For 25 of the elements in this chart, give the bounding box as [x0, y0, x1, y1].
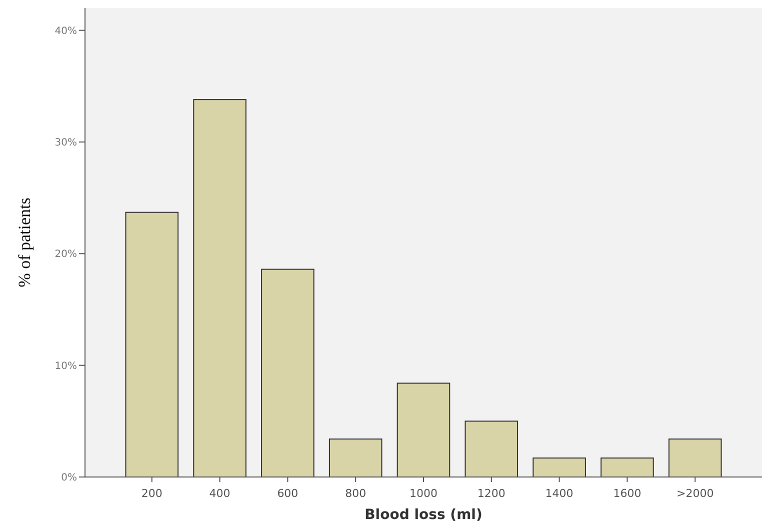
bar [600, 458, 654, 478]
x-tick-label: 600 [277, 487, 298, 500]
bar [193, 99, 246, 478]
bar [532, 458, 586, 478]
x-tick-label: 1400 [545, 487, 574, 500]
y-tick-label: 10% [54, 360, 77, 372]
bar [125, 212, 179, 478]
bar [464, 420, 518, 478]
bar [261, 268, 314, 478]
x-tick-label: 800 [345, 487, 366, 500]
x-tick-label: 1200 [477, 487, 506, 500]
y-tick-label: 30% [54, 138, 77, 148]
x-tick-label: 1000 [410, 487, 438, 500]
x-tick-label: 200 [141, 487, 162, 500]
y-tick-label: 40% [54, 26, 77, 37]
y-tick-label: 20% [54, 249, 77, 260]
x-axis-title: Blood loss (ml) [364, 507, 482, 523]
bar [396, 382, 450, 478]
bar [668, 438, 722, 478]
x-tick-label: 1600 [613, 487, 642, 500]
x-tick-label: >2000 [676, 487, 714, 500]
y-axis-title: % of patients [15, 198, 34, 288]
bar [328, 438, 382, 478]
x-tick-label: 400 [209, 487, 230, 500]
y-tick-label: 0% [61, 472, 77, 484]
